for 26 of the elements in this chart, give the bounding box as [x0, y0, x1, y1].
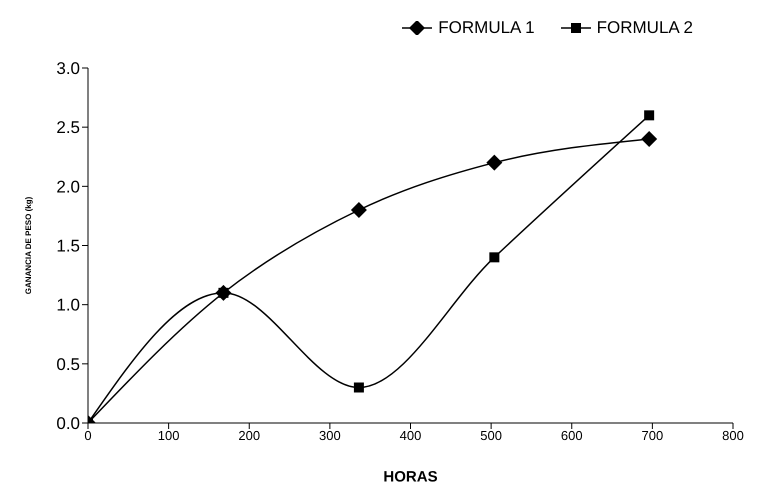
y-tick-label: 2.0 [56, 177, 80, 196]
point [350, 202, 367, 218]
legend-label: FORMULA 1 [437, 18, 535, 38]
y-tick-label: 1.0 [56, 296, 80, 315]
y-tick-label: 2.5 [56, 118, 80, 138]
x-tick-label: 200 [238, 428, 260, 444]
x-tick-label: 400 [400, 428, 422, 444]
x-tick-label: 500 [480, 428, 502, 444]
point [489, 252, 500, 262]
point [486, 154, 502, 171]
x-tick-label: 0 [84, 428, 92, 444]
x-tick-label: 700 [642, 428, 664, 444]
x-axis-title: HORAS [383, 468, 438, 486]
point [644, 110, 654, 120]
legend-label: FORMULA 2 [596, 18, 693, 38]
y-axis-title: GANANCIA DE PESO (kg) [24, 196, 33, 294]
y-tick-label: 1.5 [56, 236, 80, 256]
x-tick-label: 100 [158, 428, 180, 444]
x-tick-label: 600 [560, 428, 583, 444]
y-tick-label: 0.5 [56, 354, 80, 374]
point [354, 382, 364, 392]
y-tick-label: 3.0 [56, 59, 80, 78]
x-tick-label: 800 [722, 428, 744, 444]
y-tick-label: 0.0 [56, 414, 80, 434]
point [641, 131, 658, 147]
x-tick-label: 300 [319, 428, 341, 444]
